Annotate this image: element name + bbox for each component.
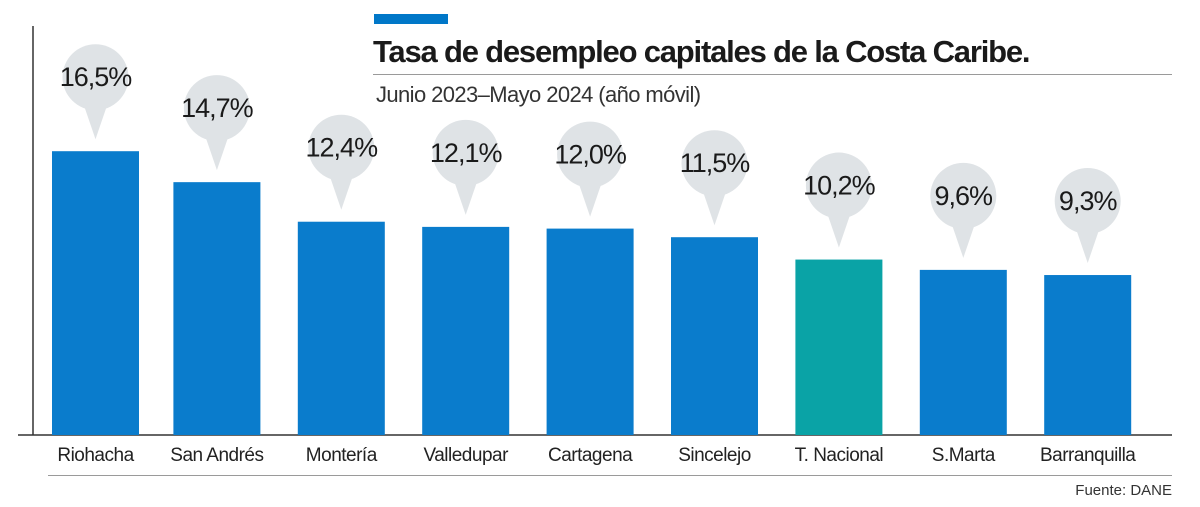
bar [795, 259, 883, 435]
value-bubble-pointer [825, 209, 852, 248]
source-note: Fuente: DANE [1075, 482, 1172, 499]
title-accent-bar [374, 14, 448, 24]
value-bubble-pointer [1074, 225, 1101, 264]
category-label: Montería [306, 445, 378, 466]
value-label: 9,3% [1059, 186, 1118, 216]
bar [297, 221, 385, 435]
title-divider [373, 74, 1172, 75]
value-bubble-pointer [452, 176, 479, 215]
value-bubble-pointer [328, 171, 355, 210]
value-bubble [432, 119, 499, 186]
chart-subtitle: Junio 2023–Mayo 2024 (año móvil) [376, 82, 701, 107]
value-bubble-pointer [82, 101, 109, 140]
value-label: 12,4% [306, 133, 379, 163]
value-bubble [183, 75, 250, 142]
bar [173, 182, 261, 435]
value-bubble-pointer [577, 178, 604, 217]
value-label: 10,2% [803, 171, 876, 201]
category-label: Riohacha [57, 445, 134, 466]
chart-title: Tasa de desempleo capitales de la Costa … [373, 34, 1031, 69]
footer-divider [48, 475, 1172, 476]
category-label: S.Marta [932, 445, 996, 466]
bar [52, 151, 139, 435]
bar [546, 228, 634, 435]
category-label: Cartagena [548, 445, 633, 466]
value-label: 16,5% [60, 62, 133, 92]
value-label: 9,6% [935, 181, 994, 211]
value-bubble-pointer [701, 187, 728, 226]
value-label: 12,1% [430, 138, 503, 168]
bar [1044, 275, 1132, 435]
bar [919, 269, 1007, 435]
value-bubble [930, 162, 997, 229]
value-label: 12,0% [554, 140, 627, 170]
value-bubble-pointer [950, 219, 977, 258]
category-label: Sincelejo [678, 445, 751, 466]
value-bubble [805, 152, 872, 219]
bar [671, 237, 758, 435]
category-label: San Andrés [170, 445, 263, 466]
value-bubble [557, 121, 624, 188]
value-label: 14,7% [181, 93, 254, 123]
value-label: 11,5% [680, 148, 751, 178]
value-bubble [681, 130, 748, 197]
category-label: Barranquilla [1040, 445, 1136, 466]
category-label: Valledupar [423, 445, 509, 466]
bar [422, 226, 510, 435]
category-label: T. Nacional [795, 445, 884, 466]
value-bubble [1054, 168, 1121, 235]
value-bubble [62, 44, 129, 111]
value-bubble [308, 114, 375, 181]
value-bubble-pointer [203, 132, 230, 171]
